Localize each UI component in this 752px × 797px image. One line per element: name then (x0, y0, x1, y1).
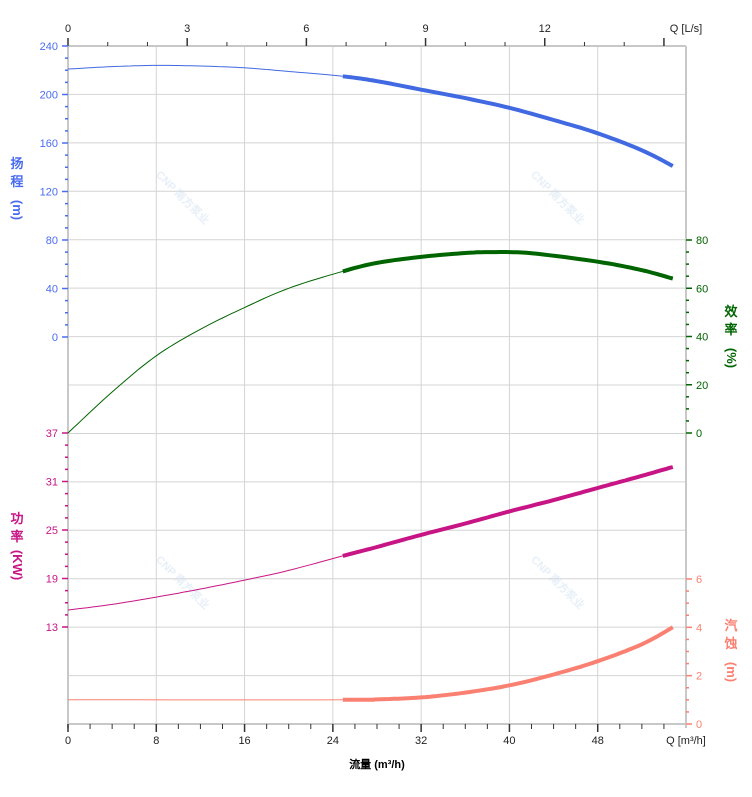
x-tick-label: 48 (592, 735, 604, 747)
head-tick-label: 200 (40, 90, 58, 102)
head-tick-label: 240 (40, 41, 58, 53)
x-tick-label: 16 (238, 735, 250, 747)
npsh-curve-operating-range (342, 625, 674, 702)
power-tick-label: 37 (46, 428, 58, 440)
efficiency-tick-label: 40 (696, 332, 708, 344)
efficiency-tick-label: 20 (696, 380, 708, 392)
npsh-tick-label: 6 (696, 574, 702, 586)
efficiency-tick-label: 0 (696, 428, 702, 440)
head-tick-label: 0 (52, 332, 58, 344)
head-axis-title-char: 扬 (10, 156, 23, 171)
x-axis-end-label: Q [m³/h] (666, 735, 706, 747)
npsh-tick-label: 0 (696, 719, 702, 731)
npsh-axis-title-char: 蚀 (723, 636, 737, 651)
efficiency-curve-full-range (67, 270, 343, 434)
efficiency-axis-title-char: 效 (724, 304, 738, 319)
watermark-logo: CNP 南方泵业 (153, 167, 212, 226)
head-axis-unit: (m) (10, 200, 25, 220)
head-tick-label: 40 (46, 284, 58, 296)
npsh-axis-unit: (m) (724, 662, 739, 682)
head-curve-full-range (67, 64, 343, 77)
power-tick-label: 19 (46, 574, 58, 586)
x-tick-label: 24 (327, 735, 339, 747)
npsh-tick-label: 4 (696, 622, 702, 634)
x-tick-label: 40 (503, 735, 515, 747)
top-tick-label: 9 (422, 23, 428, 35)
head-tick-label: 160 (40, 138, 58, 150)
x-tick-label: 0 (65, 735, 71, 747)
top-tick-label: 0 (65, 23, 71, 35)
x-axis-title: 流量 (m³/h) (349, 757, 405, 771)
efficiency-tick-label: 80 (696, 235, 708, 247)
efficiency-tick-label: 60 (696, 283, 708, 295)
npsh-tick-label: 2 (696, 671, 702, 683)
power-curve-full-range (67, 555, 343, 611)
npsh-axis-title-char: 汽 (724, 618, 737, 633)
head-tick-label: 120 (40, 187, 58, 199)
power-axis-unit: (KW) (10, 550, 25, 580)
power-tick-label: 13 (46, 622, 58, 634)
head-curve-operating-range (342, 74, 674, 168)
head-tick-label: 80 (46, 235, 58, 247)
watermark-logo: CNP 南方泵业 (153, 552, 212, 611)
x-tick-label: 8 (153, 735, 159, 747)
power-tick-label: 25 (46, 525, 58, 537)
top-tick-label: 3 (184, 23, 190, 35)
x-tick-label: 32 (415, 735, 427, 747)
top-axis-end-label: Q [L/s] (670, 23, 702, 35)
power-curve-operating-range (342, 465, 674, 558)
efficiency-curve-operating-range (342, 250, 674, 281)
efficiency-axis-title-char: 率 (724, 322, 737, 337)
power-tick-label: 31 (46, 477, 58, 489)
power-axis-title-char: 率 (10, 529, 23, 544)
watermark-logo: CNP 南方泵业 (528, 167, 587, 226)
power-axis-title-char: 功 (10, 511, 23, 526)
head-axis-title-char: 程 (10, 174, 23, 189)
watermark-logo: CNP 南方泵业 (528, 552, 587, 611)
efficiency-axis-unit: (%) (724, 348, 739, 368)
top-tick-label: 12 (539, 23, 551, 35)
top-tick-label: 6 (303, 23, 309, 35)
